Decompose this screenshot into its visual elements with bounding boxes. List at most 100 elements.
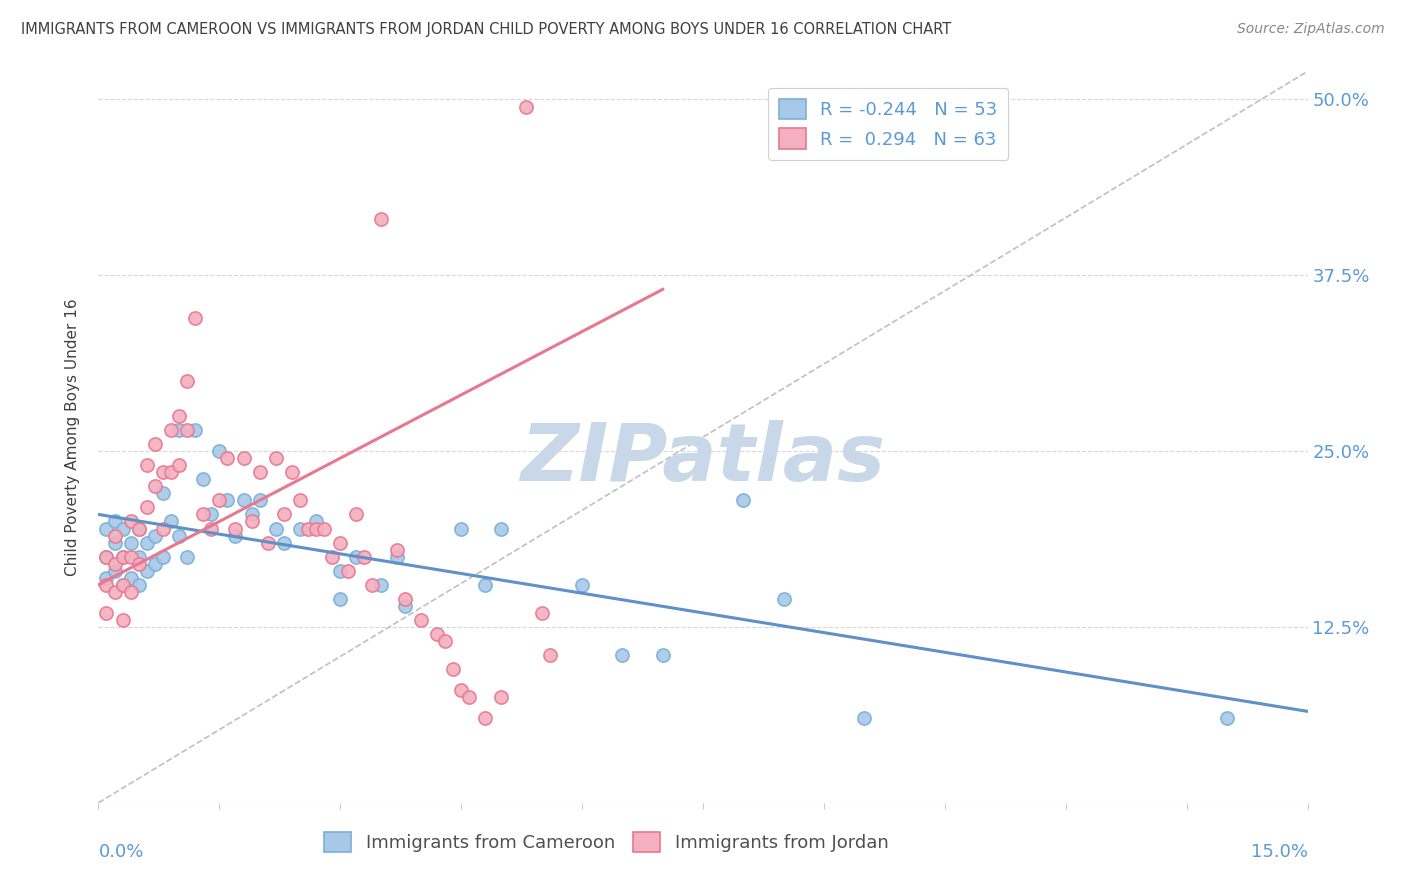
Point xyxy=(232,451,254,466)
Point xyxy=(135,500,157,515)
Point xyxy=(176,549,198,564)
Point xyxy=(152,549,174,564)
Point xyxy=(321,549,343,564)
Point xyxy=(361,578,384,592)
Point xyxy=(143,437,166,451)
Point xyxy=(1216,711,1239,725)
Point xyxy=(96,578,118,592)
Point xyxy=(772,591,794,606)
Point xyxy=(249,493,271,508)
Point xyxy=(224,521,246,535)
Point xyxy=(538,648,561,662)
Point xyxy=(96,521,118,535)
Legend: Immigrants from Cameroon, Immigrants from Jordan: Immigrants from Cameroon, Immigrants fro… xyxy=(316,824,896,860)
Point xyxy=(135,535,157,549)
Point xyxy=(394,599,416,613)
Point xyxy=(232,493,254,508)
Point xyxy=(111,549,134,564)
Point xyxy=(434,634,457,648)
Point xyxy=(224,528,246,542)
Point xyxy=(305,521,328,535)
Point xyxy=(491,521,513,535)
Point xyxy=(385,549,408,564)
Point xyxy=(128,521,150,535)
Point xyxy=(458,690,481,705)
Text: 15.0%: 15.0% xyxy=(1250,843,1308,861)
Point xyxy=(853,711,876,725)
Point xyxy=(394,591,416,606)
Point xyxy=(353,549,375,564)
Point xyxy=(184,423,207,437)
Point xyxy=(176,423,198,437)
Point xyxy=(450,521,472,535)
Point xyxy=(329,535,352,549)
Point xyxy=(240,508,263,522)
Point xyxy=(314,521,336,535)
Point xyxy=(329,591,352,606)
Y-axis label: Child Poverty Among Boys Under 16: Child Poverty Among Boys Under 16 xyxy=(65,298,80,576)
Point xyxy=(103,515,125,529)
Point xyxy=(143,557,166,571)
Point xyxy=(167,409,190,423)
Point xyxy=(217,451,239,466)
Point xyxy=(337,564,360,578)
Point xyxy=(193,472,215,486)
Point xyxy=(184,310,207,325)
Point xyxy=(200,521,222,535)
Point xyxy=(370,212,392,227)
Point xyxy=(441,662,464,676)
Point xyxy=(515,99,537,113)
Point xyxy=(120,571,142,585)
Point xyxy=(120,515,142,529)
Point xyxy=(120,535,142,549)
Point xyxy=(288,493,311,508)
Point xyxy=(474,711,496,725)
Text: IMMIGRANTS FROM CAMEROON VS IMMIGRANTS FROM JORDAN CHILD POVERTY AMONG BOYS UNDE: IMMIGRANTS FROM CAMEROON VS IMMIGRANTS F… xyxy=(21,22,952,37)
Point xyxy=(96,549,118,564)
Point xyxy=(120,584,142,599)
Point xyxy=(208,444,231,458)
Point xyxy=(491,690,513,705)
Point xyxy=(143,479,166,493)
Point xyxy=(264,521,287,535)
Point xyxy=(152,465,174,479)
Point xyxy=(256,535,278,549)
Point xyxy=(135,458,157,473)
Point xyxy=(426,627,449,641)
Point xyxy=(167,528,190,542)
Point xyxy=(474,578,496,592)
Point xyxy=(167,423,190,437)
Point xyxy=(370,578,392,592)
Point xyxy=(288,521,311,535)
Point xyxy=(217,493,239,508)
Point xyxy=(409,613,432,627)
Point xyxy=(135,564,157,578)
Text: Source: ZipAtlas.com: Source: ZipAtlas.com xyxy=(1237,22,1385,37)
Point xyxy=(344,508,367,522)
Point xyxy=(111,521,134,535)
Point xyxy=(530,606,553,620)
Point xyxy=(297,521,319,535)
Point xyxy=(128,521,150,535)
Point xyxy=(193,508,215,522)
Point xyxy=(128,549,150,564)
Point xyxy=(249,465,271,479)
Point xyxy=(273,508,295,522)
Point xyxy=(111,613,134,627)
Point xyxy=(450,683,472,698)
Point xyxy=(200,508,222,522)
Point xyxy=(733,493,755,508)
Point xyxy=(152,521,174,535)
Point xyxy=(103,528,125,542)
Point xyxy=(103,584,125,599)
Point xyxy=(160,465,183,479)
Point xyxy=(120,549,142,564)
Point xyxy=(281,465,304,479)
Point xyxy=(385,542,408,557)
Point xyxy=(176,374,198,388)
Point xyxy=(128,578,150,592)
Text: ZIPatlas: ZIPatlas xyxy=(520,420,886,498)
Point xyxy=(160,423,183,437)
Point xyxy=(111,578,134,592)
Point xyxy=(103,535,125,549)
